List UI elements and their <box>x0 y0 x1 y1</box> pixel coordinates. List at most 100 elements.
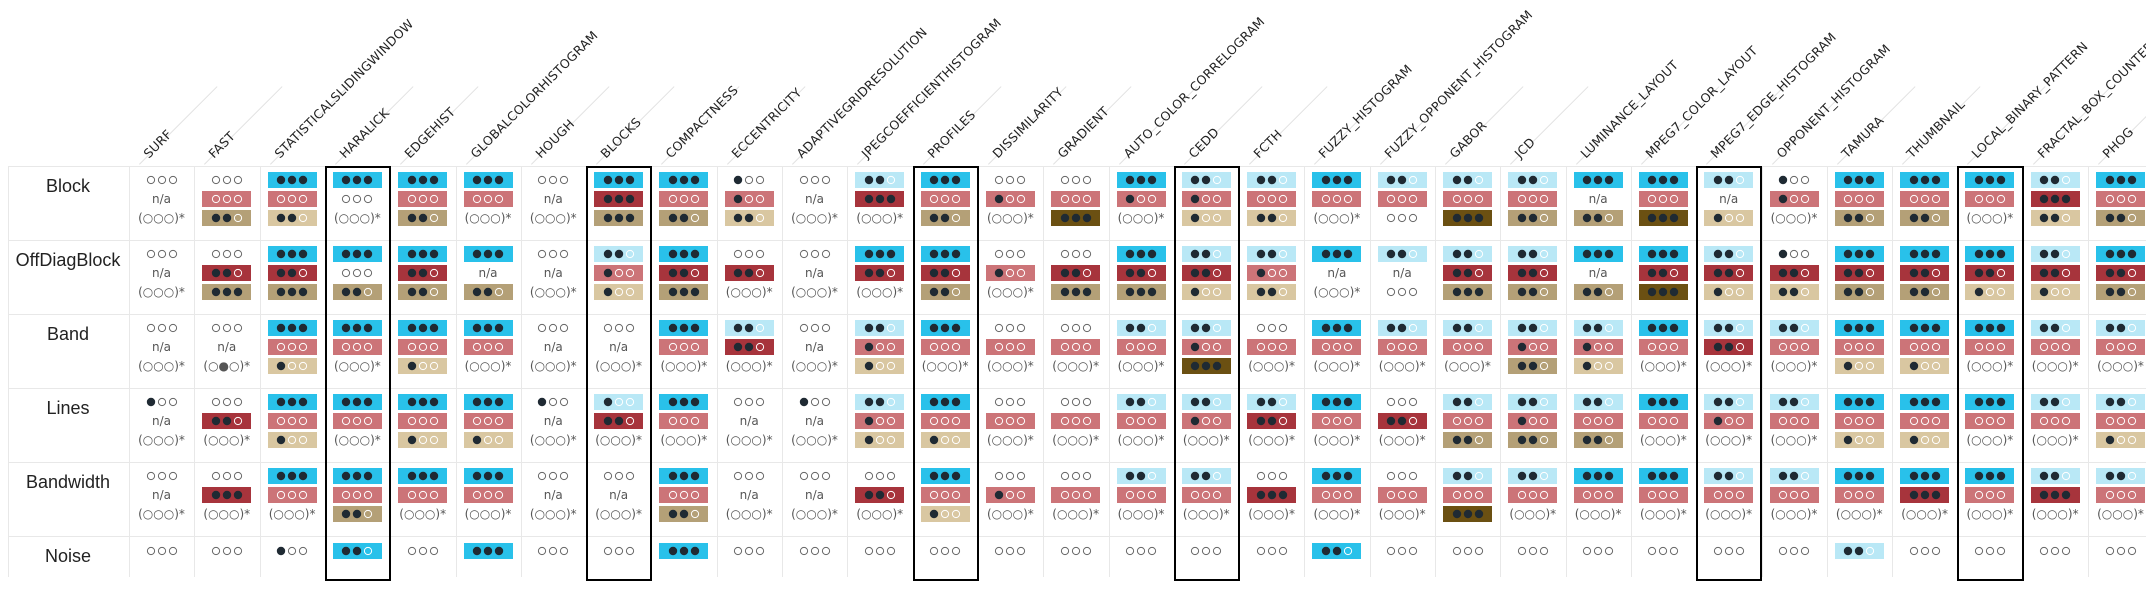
empty-dot <box>886 416 895 426</box>
empty-dot <box>1060 249 1069 259</box>
cell-bandwidth-jpegcoefficienthistogram: (○○○)* <box>847 462 912 536</box>
cell-lines-fractal-box-counter: (○○○)* <box>2023 388 2088 462</box>
dot-rating <box>1125 287 1157 297</box>
filled-dot <box>1855 249 1864 259</box>
filled-dot <box>1670 323 1679 333</box>
empty-dot <box>1582 416 1592 426</box>
rating-badge <box>659 413 709 429</box>
filled-dot <box>1582 361 1592 371</box>
filled-dot <box>1920 471 1929 481</box>
empty-dot <box>1147 546 1157 556</box>
rating-badge <box>855 358 905 374</box>
filled-dot <box>1136 268 1146 278</box>
empty-dot <box>1006 194 1015 204</box>
na-label: n/a <box>478 266 498 280</box>
rating-badge <box>2096 468 2145 484</box>
empty-dot <box>1213 546 1222 556</box>
empty-dot <box>1844 194 1853 204</box>
rating-badge <box>267 413 317 429</box>
empty-dot <box>1789 194 1799 204</box>
rating-badge <box>1247 210 1297 226</box>
empty-dot <box>1136 546 1146 556</box>
empty-dot <box>353 268 362 278</box>
filled-dot <box>483 175 493 185</box>
empty-dot <box>1985 287 1994 297</box>
rating-badge <box>1377 339 1427 355</box>
cell-band-luminance-layout <box>1566 314 1631 388</box>
filled-dot <box>1136 471 1146 481</box>
empty-dot <box>1060 342 1069 352</box>
filled-dot <box>418 249 427 259</box>
partial-label: (○○○)* <box>1313 507 1361 521</box>
dot-rating <box>668 416 699 426</box>
empty-dot <box>799 175 808 185</box>
partial-label: (○○○)* <box>660 433 708 447</box>
filled-dot <box>1582 435 1592 445</box>
cell-band-surf: n/a (○○○)* <box>129 314 194 388</box>
dot-rating <box>1778 416 1810 426</box>
row-label-band: Band <box>46 324 90 344</box>
rating-slot <box>333 191 382 207</box>
dot-rating <box>1844 416 1875 426</box>
empty-dot <box>1213 416 1222 426</box>
empty-dot <box>864 471 873 481</box>
dot-rating <box>1125 323 1157 333</box>
dot-rating <box>2105 416 2136 426</box>
empty-dot <box>1463 490 1472 500</box>
dot-rating <box>2039 490 2071 500</box>
partial-label: (○○○)* <box>1378 433 1426 447</box>
empty-dot <box>211 323 220 333</box>
cell-offdiagblock-fast <box>194 240 259 314</box>
rating-badge <box>1769 468 1819 484</box>
empty-dot <box>614 323 623 333</box>
empty-dot <box>1474 416 1483 426</box>
rating-badge <box>1900 394 1950 410</box>
rating-badge <box>332 506 382 522</box>
rating-slot <box>790 543 839 559</box>
dot-rating <box>342 490 373 500</box>
dot-rating <box>342 268 373 278</box>
cell-band-mpeg7-color-layout: (○○○)* <box>1631 314 1696 388</box>
filled-dot <box>1386 249 1396 259</box>
empty-dot <box>1321 416 1330 426</box>
cell-block-auto-color-correlogram: (○○○)* <box>1109 166 1174 240</box>
empty-dot <box>1191 546 1200 556</box>
dot-rating <box>1452 249 1483 259</box>
dot-rating <box>1974 342 2005 352</box>
dot-rating <box>276 323 308 333</box>
empty-dot <box>1670 194 1679 204</box>
rating-slot <box>137 468 186 484</box>
cell-band-dissimilarity: (○○○)* <box>978 314 1043 388</box>
highlight-column-cedd <box>1173 166 1241 581</box>
dot-rating <box>1060 175 1091 185</box>
filled-dot <box>1604 471 1614 481</box>
empty-dot <box>1474 175 1483 185</box>
empty-dot <box>1539 397 1548 407</box>
cell-offdiagblock-jpegcoefficienthistogram: (○○○)* <box>847 240 912 314</box>
rating-badge <box>1573 284 1623 300</box>
rating-badge <box>1312 246 1362 262</box>
empty-dot <box>1409 471 1418 481</box>
dot-rating <box>1517 471 1548 481</box>
empty-dot <box>407 546 416 556</box>
column-divider <box>1304 166 1306 577</box>
filled-dot <box>342 323 351 333</box>
empty-dot <box>756 323 765 333</box>
filled-dot <box>1713 416 1722 426</box>
cell-lines-profiles <box>913 388 978 462</box>
filled-dot <box>603 175 612 185</box>
rating-slot <box>986 394 1035 410</box>
empty-dot <box>1604 490 1614 500</box>
filled-dot <box>1517 249 1526 259</box>
filled-dot <box>1974 249 1984 259</box>
rating-badge <box>267 468 317 484</box>
highlight-column-mpeg7-edge-histogram <box>1696 166 1763 581</box>
row-divider <box>8 166 2146 167</box>
dot-rating <box>2105 194 2136 204</box>
cell-lines-compactness: (○○○)* <box>651 388 716 462</box>
row-divider <box>8 462 2146 463</box>
empty-dot <box>614 546 623 556</box>
cell-band-profiles: (○○○)* <box>913 314 978 388</box>
partial-label: (○○○)* <box>1966 507 2014 521</box>
empty-dot <box>940 435 950 445</box>
